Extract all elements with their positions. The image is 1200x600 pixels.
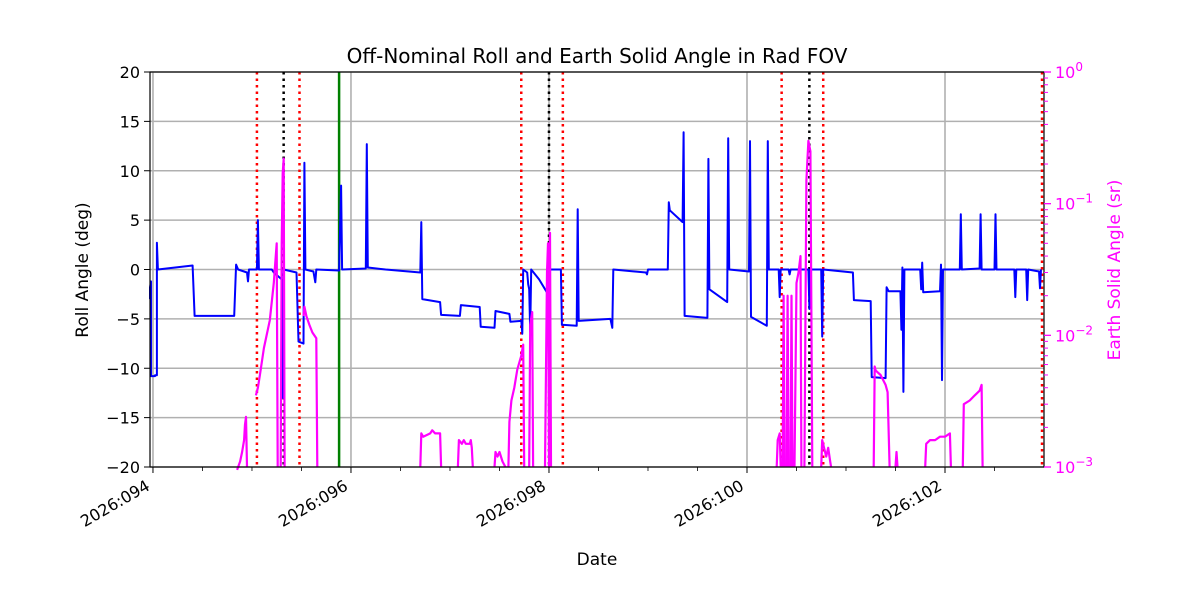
solid-angle-segment [543,231,553,469]
y2-tick-exponent: −1 [1075,192,1093,206]
y2-axis-label: Earth Solid Angle (sr) [1105,180,1125,361]
solid-angle-segment [872,365,891,468]
solid-angle-segment [507,343,526,468]
solid-angle-segment [793,255,803,468]
y-tick-label: 20 [120,63,140,82]
solid-angle-segment [456,439,474,468]
y-axis-label: Roll Angle (deg) [73,202,93,337]
solid-angle-segment [924,432,952,468]
y-tick-label: −5 [116,310,140,329]
x-axis-label: Date [577,550,618,570]
solid-angle-segment [493,450,507,468]
y2-tick-exponent: −2 [1075,323,1093,337]
solid-angle-segment [302,305,319,468]
solid-angle-segment [781,294,786,468]
solid-angle-segment [254,242,279,468]
y-tick-label: 0 [130,261,140,280]
solid-angle-segment [789,294,794,468]
y2-tick-exponent: −3 [1075,455,1093,469]
solid-angle-segment [236,415,249,471]
chart-title: Off-Nominal Roll and Earth Solid Angle i… [347,44,848,68]
solid-angle-segment [419,429,443,468]
y-tick-label: −20 [106,458,140,477]
y-tick-label: −15 [106,409,140,428]
y-tick-label: 15 [120,112,140,131]
solid-angle-segment [785,294,790,468]
y-tick-label: −10 [106,359,140,378]
y2-tick-exponent: 0 [1075,60,1083,74]
solid-angle-segment [961,383,984,468]
solid-angle-segment [528,311,535,468]
solid-angle-segment [279,157,286,468]
solid-angle-segment [775,432,782,468]
y-tick-label: 10 [120,162,140,181]
y-tick-label: 5 [130,211,140,230]
solid-angle-segment [803,139,814,468]
solid-angle-segment [894,450,899,468]
solid-angle-segment [820,439,833,468]
series-layer [149,131,1042,471]
